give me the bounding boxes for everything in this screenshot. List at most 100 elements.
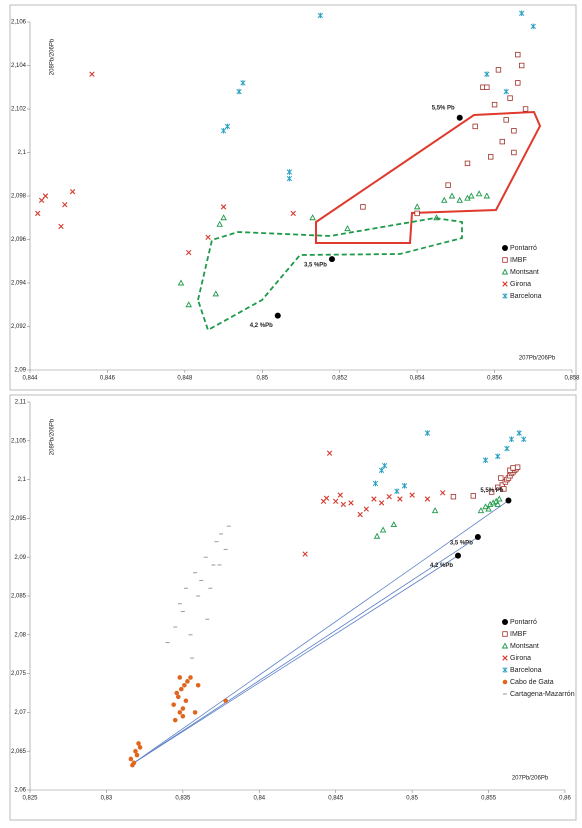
data-point [185, 301, 192, 308]
legend-marker [502, 619, 508, 625]
data-point [175, 694, 181, 700]
marker-shape [183, 698, 189, 704]
marker-shape [274, 312, 281, 319]
marker-shape [502, 667, 508, 673]
y-tick-label: 2,065 [11, 749, 27, 755]
marker-shape [511, 149, 517, 156]
marker-shape [501, 268, 509, 275]
marker-shape [484, 71, 490, 77]
legend-label: Pontarró [510, 245, 537, 252]
marker-shape [180, 706, 186, 711]
marker-shape [483, 192, 491, 199]
data-point [424, 496, 431, 502]
data-point [372, 480, 379, 487]
marker-shape [507, 95, 513, 101]
marker-shape [475, 190, 483, 197]
marker-shape [511, 128, 517, 134]
y-tick-label: 2,06 [14, 788, 26, 794]
marker-shape [212, 290, 220, 297]
data-point [348, 500, 354, 506]
marker-shape [468, 192, 475, 199]
legend-label: Girona [510, 281, 531, 288]
x-tick-label: 0,844 [22, 376, 38, 382]
marker-shape [286, 169, 293, 175]
marker-shape [309, 214, 316, 221]
mixing-line [133, 536, 479, 764]
marker-shape [530, 23, 536, 30]
x-tick-label: 0,85 [256, 376, 268, 382]
data-point [522, 106, 529, 112]
legend-marker [502, 245, 508, 251]
marker-shape [488, 489, 495, 495]
legend-label: Barcelona [510, 293, 542, 300]
x-tick-label: 0,86 [559, 796, 571, 802]
data-point [498, 475, 504, 481]
marker-shape [502, 619, 508, 625]
data-point [212, 290, 220, 297]
marker-shape [485, 505, 492, 512]
data-point [302, 551, 308, 557]
marker-shape [504, 445, 510, 452]
chart-frame [9, 4, 577, 391]
data-point [503, 117, 509, 123]
data-point [518, 62, 525, 69]
data-point [496, 495, 503, 502]
y-tick-label: 2,098 [11, 194, 27, 200]
marker-shape [445, 182, 451, 188]
y-axis-title: 208Pb/206Pb [50, 418, 56, 455]
legend-label: IMBF [510, 631, 527, 638]
data-point [328, 256, 335, 263]
marker-shape [390, 521, 398, 528]
marker-shape [502, 293, 508, 299]
data-point [223, 698, 228, 704]
marker-shape [413, 203, 421, 210]
legend-marker [501, 642, 509, 649]
marker-shape [38, 197, 45, 204]
y-axis-title: 208Pb/206Pb [50, 38, 56, 75]
data-point [521, 436, 527, 443]
data-point [516, 430, 522, 436]
data-point [185, 679, 190, 684]
data-point [290, 210, 296, 217]
annotation: 3,5 %Pb [304, 263, 327, 269]
marker-shape [440, 196, 448, 203]
y-tick-label: 2,07 [14, 710, 26, 716]
marker-shape [378, 467, 385, 474]
marker-shape [373, 532, 381, 539]
data-point [240, 80, 246, 86]
marker-shape [522, 106, 529, 112]
x-tick-label: 0,855 [481, 796, 497, 802]
marker-shape [487, 154, 494, 160]
y-tick-label: 2,095 [11, 516, 27, 522]
data-point [360, 204, 366, 210]
data-point [386, 493, 392, 500]
x-axis-title: 207Pb/206Pb [512, 776, 549, 782]
marker-shape [340, 501, 347, 508]
data-point [137, 745, 143, 750]
data-point [128, 756, 134, 762]
data-point [508, 436, 515, 443]
legend-label: Cabo de Gata [510, 679, 554, 686]
data-point [487, 154, 494, 160]
data-point [378, 500, 385, 506]
marker-shape [134, 752, 140, 758]
data-point [134, 752, 140, 758]
marker-shape [477, 507, 485, 514]
data-point [499, 138, 506, 145]
data-point [504, 445, 510, 452]
marker-shape [433, 214, 440, 221]
data-point [485, 505, 492, 512]
data-point [394, 488, 400, 495]
marker-shape [328, 256, 335, 263]
marker-shape [518, 62, 525, 69]
marker-shape [348, 500, 354, 506]
data-point [172, 717, 178, 723]
data-point [397, 496, 403, 502]
marker-shape [186, 249, 192, 256]
annotation: 3,5 %Pb [450, 541, 473, 547]
data-point [505, 497, 512, 504]
marker-shape [290, 210, 296, 217]
marker-shape [205, 234, 211, 241]
x-tick-label: 0,854 [410, 376, 426, 382]
